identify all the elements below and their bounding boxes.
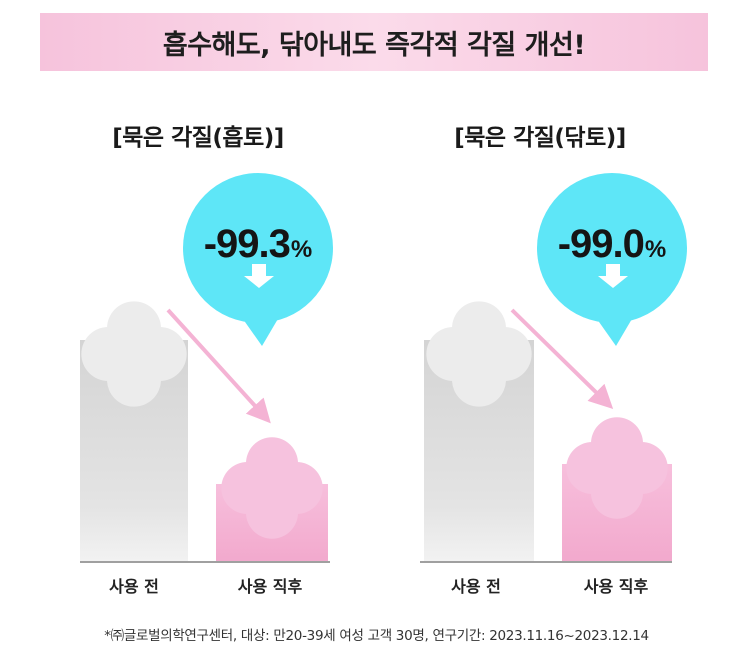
chart-2-change-value: -99.0 xyxy=(557,222,645,266)
chart-1-change-value: -99.3 xyxy=(203,222,291,266)
chart-1-flower-after-icon xyxy=(221,437,323,539)
chart-2-category-after: 사용 직후 xyxy=(583,577,649,596)
chart-2 xyxy=(420,173,687,563)
chart-2-change-label: -99.0% xyxy=(532,222,692,267)
chart-2-change-unit: % xyxy=(644,236,667,263)
headline-banner: 흡수해도, 닦아내도 즉각적 각질 개선! xyxy=(40,13,708,71)
chart-2-category-before: 사용 전 xyxy=(451,577,501,596)
chart-1-decrease-arrow-icon xyxy=(166,308,271,424)
chart-1-category-before: 사용 전 xyxy=(109,577,159,596)
chart-2-title: [묵은 각질(닦토)] xyxy=(454,125,626,151)
chart-1-category-after: 사용 직후 xyxy=(237,577,303,596)
chart-2-flower-before-icon xyxy=(426,301,532,407)
chart-1-change-unit: % xyxy=(290,236,313,263)
chart-1-bubble-icon xyxy=(183,173,333,346)
chart-1-flower-before-icon xyxy=(81,301,187,407)
chart-2-bubble-icon xyxy=(537,173,687,346)
chart-2-flower-after-icon xyxy=(566,417,668,519)
chart-2-down-arrow-icon xyxy=(598,264,628,288)
chart-2-decrease-arrow-icon xyxy=(510,308,614,410)
chart-1-change-label: -99.3% xyxy=(178,222,338,267)
chart-1 xyxy=(80,173,333,563)
headline-text: 흡수해도, 닦아내도 즉각적 각질 개선! xyxy=(162,29,586,61)
chart-1-down-arrow-icon xyxy=(244,264,274,288)
chart-1-title: [묵은 각질(흡토)] xyxy=(112,125,284,151)
footnote: *㈜글로벌의학연구센터, 대상: 만20-39세 여성 고객 30명, 연구기간… xyxy=(104,628,649,644)
